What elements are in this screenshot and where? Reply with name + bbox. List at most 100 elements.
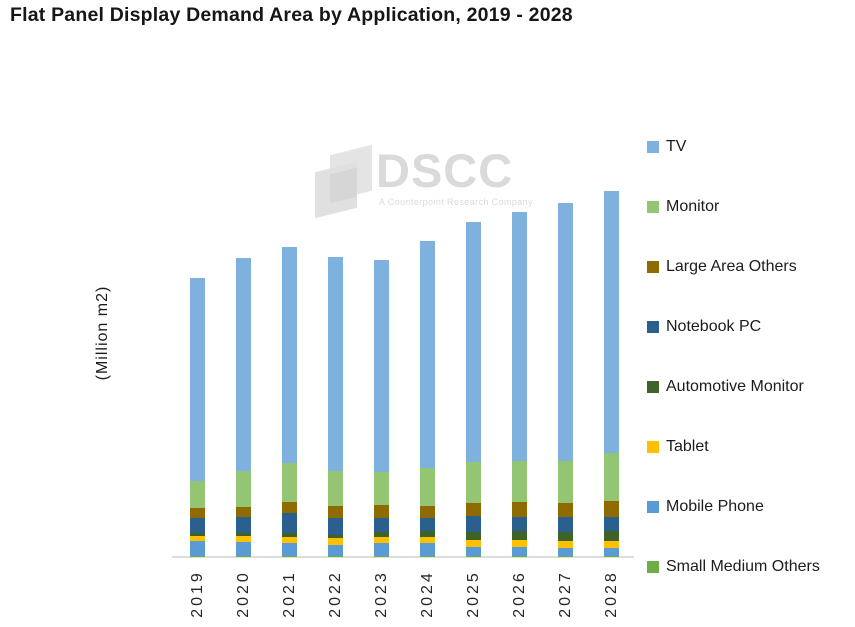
segment-automotive-monitor-2020 <box>236 533 251 536</box>
segment-large-area-others-2025 <box>466 503 481 516</box>
segment-automotive-monitor-2025 <box>466 532 481 540</box>
bar-2026 <box>512 212 527 557</box>
segment-large-area-others-2026 <box>512 502 527 517</box>
legend-label-tablet: Tablet <box>666 438 709 455</box>
bar-2019 <box>190 278 205 557</box>
segment-mobile-phone-2020 <box>236 542 251 556</box>
x-axis-label-2023: 2023 <box>372 570 390 618</box>
legend-swatch-large-area-others <box>647 261 659 273</box>
segment-automotive-monitor-2026 <box>512 530 527 540</box>
segment-small-medium-others-2022 <box>328 555 343 557</box>
segment-monitor-2024 <box>420 468 435 506</box>
segment-tv-2020 <box>236 258 251 471</box>
segment-tv-2028 <box>604 190 619 454</box>
segment-notebook-pc-2021 <box>282 513 297 534</box>
segment-tablet-2020 <box>236 535 251 542</box>
segment-automotive-monitor-2024 <box>420 530 435 537</box>
segment-notebook-pc-2024 <box>420 518 435 531</box>
segment-monitor-2025 <box>466 462 481 504</box>
segment-automotive-monitor-2028 <box>604 530 619 541</box>
legend-swatch-monitor <box>647 201 659 213</box>
segment-large-area-others-2020 <box>236 507 251 517</box>
segment-automotive-monitor-2023 <box>374 532 389 537</box>
segment-mobile-phone-2025 <box>466 547 481 556</box>
legend-item-large-area-others: Large Area Others <box>647 257 797 277</box>
x-axis-label-2027: 2027 <box>556 570 574 618</box>
segment-notebook-pc-2019 <box>190 518 205 534</box>
segment-large-area-others-2024 <box>420 505 435 519</box>
segment-monitor-2027 <box>558 460 573 504</box>
segment-tv-2024 <box>420 240 435 469</box>
segment-tablet-2027 <box>558 540 573 549</box>
legend-label-automotive-monitor: Automotive Monitor <box>666 378 804 395</box>
segment-automotive-monitor-2022 <box>328 534 343 539</box>
segment-large-area-others-2028 <box>604 500 619 517</box>
segment-monitor-2021 <box>282 463 297 502</box>
segment-tablet-2028 <box>604 540 619 549</box>
x-axis-label-2021: 2021 <box>280 570 298 618</box>
segment-notebook-pc-2027 <box>558 517 573 532</box>
segment-notebook-pc-2022 <box>328 518 343 535</box>
segment-tv-2025 <box>466 222 481 462</box>
segment-monitor-2026 <box>512 460 527 502</box>
legend-swatch-small-medium-others <box>647 561 659 573</box>
segment-tablet-2026 <box>512 539 527 547</box>
segment-small-medium-others-2024 <box>420 555 435 557</box>
bar-2024 <box>420 240 435 557</box>
segment-mobile-phone-2021 <box>282 543 297 556</box>
segment-small-medium-others-2023 <box>374 555 389 557</box>
legend-item-automotive-monitor: Automotive Monitor <box>647 377 804 397</box>
legend-swatch-tv <box>647 141 659 153</box>
segment-small-medium-others-2028 <box>604 555 619 557</box>
x-axis-label-2019: 2019 <box>188 570 206 618</box>
legend-swatch-mobile-phone <box>647 501 659 513</box>
bar-2023 <box>374 259 389 557</box>
legend-label-small-medium-others: Small Medium Others <box>666 558 820 575</box>
segment-small-medium-others-2021 <box>282 555 297 557</box>
segment-small-medium-others-2025 <box>466 555 481 557</box>
legend-swatch-tablet <box>647 441 659 453</box>
segment-tv-2027 <box>558 203 573 461</box>
segment-mobile-phone-2027 <box>558 548 573 556</box>
bar-2022 <box>328 257 343 557</box>
segment-large-area-others-2019 <box>190 508 205 519</box>
segment-tablet-2025 <box>466 539 481 547</box>
segment-mobile-phone-2019 <box>190 540 205 556</box>
segment-tablet-2024 <box>420 537 435 544</box>
segment-large-area-others-2023 <box>374 504 389 519</box>
segment-mobile-phone-2026 <box>512 547 527 556</box>
x-axis-label-2025: 2025 <box>464 570 482 618</box>
segment-large-area-others-2021 <box>282 502 297 514</box>
legend-item-monitor: Monitor <box>647 197 719 217</box>
segment-mobile-phone-2024 <box>420 543 435 556</box>
legend-item-small-medium-others: Small Medium Others <box>647 557 820 577</box>
legend-label-tv: TV <box>666 138 687 155</box>
segment-mobile-phone-2028 <box>604 548 619 556</box>
segment-automotive-monitor-2027 <box>558 532 573 541</box>
legend-label-mobile-phone: Mobile Phone <box>666 498 764 515</box>
segment-tablet-2022 <box>328 538 343 545</box>
segment-notebook-pc-2028 <box>604 517 619 531</box>
segment-tv-2019 <box>190 278 205 481</box>
x-axis-label-2022: 2022 <box>326 570 344 618</box>
legend-item-mobile-phone: Mobile Phone <box>647 497 764 517</box>
x-axis-label-2024: 2024 <box>418 570 436 618</box>
segment-tablet-2021 <box>282 537 297 544</box>
segment-mobile-phone-2022 <box>328 544 343 556</box>
segment-small-medium-others-2026 <box>512 555 527 557</box>
legend-label-notebook-pc: Notebook PC <box>666 318 762 335</box>
segment-monitor-2028 <box>604 453 619 501</box>
bar-2027 <box>558 203 573 557</box>
segment-tablet-2023 <box>374 537 389 544</box>
segment-monitor-2022 <box>328 470 343 506</box>
x-axis-label-2028: 2028 <box>602 570 620 618</box>
legend-item-tablet: Tablet <box>647 437 709 457</box>
bar-2025 <box>466 222 481 557</box>
segment-tv-2022 <box>328 257 343 471</box>
legend-swatch-automotive-monitor <box>647 381 659 393</box>
segment-small-medium-others-2020 <box>236 555 251 557</box>
bar-2020 <box>236 258 251 557</box>
chart-title: Flat Panel Display Demand Area by Applic… <box>10 4 573 26</box>
